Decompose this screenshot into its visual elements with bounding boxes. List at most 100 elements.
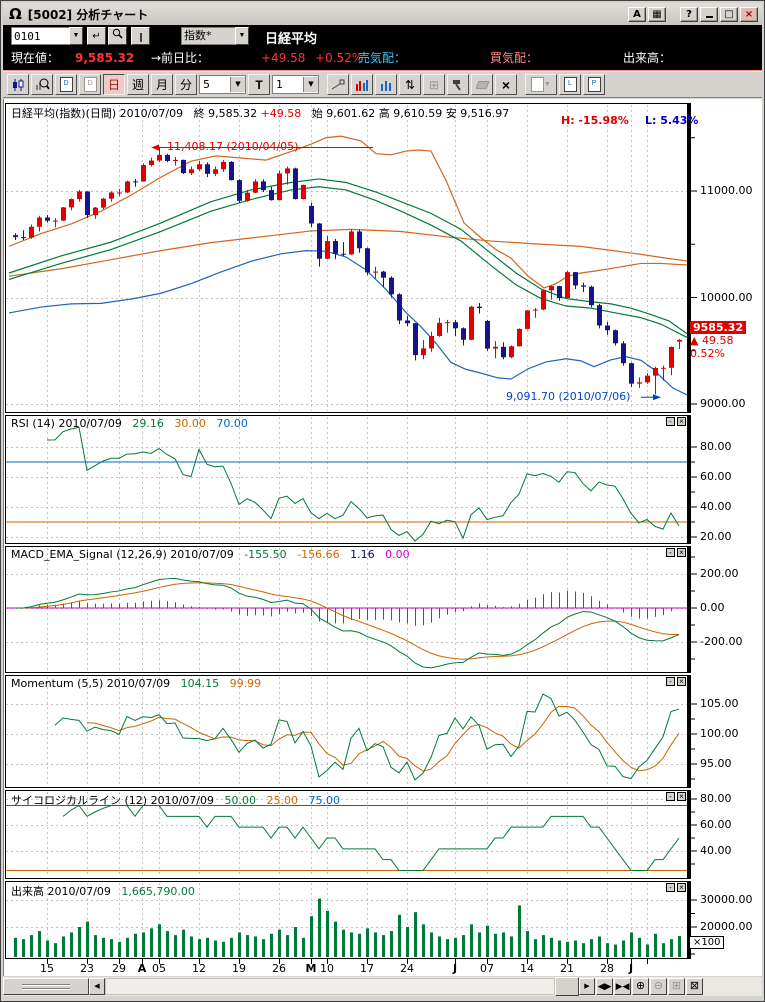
low-annotation: 9,091.70 (2010/07/06) [506,390,631,403]
delete-icon[interactable]: × [495,74,517,95]
x-tick-label: A [137,962,147,975]
current-price-value: 9,585.32 [75,51,135,65]
scrollbar-track[interactable] [105,978,555,995]
bars-icon[interactable] [375,74,397,95]
count-select[interactable]: 1 ▼ [272,75,319,94]
psychological-minimize-button[interactable]: - [666,792,675,801]
save-layout-icon[interactable]: ▼ [525,74,557,95]
code-dropdown-icon[interactable]: ▼ [69,27,83,45]
enter-button[interactable]: ↵ [87,27,106,45]
code-input[interactable] [11,27,73,45]
x-tick-label: 14 [520,962,534,975]
close-button[interactable]: × [740,6,758,22]
category-dropdown-icon[interactable]: ▼ [235,27,249,45]
grid-toggle-icon[interactable]: ⊞ [668,978,685,995]
x-tick-label: 29 [112,962,126,975]
zoom-out-icon[interactable]: ⊖ [650,978,667,995]
y-tick-label: -200.00 [700,635,743,648]
x-tick-label: 28 [600,962,614,975]
period-minute-button[interactable]: 分 [175,74,197,95]
chart-area[interactable] [3,99,762,976]
text-tool-button[interactable]: T [248,74,270,95]
search-icon[interactable] [108,27,127,45]
x-tick-label: 12 [192,962,206,975]
title-bar[interactable]: Ω [5002] 分析チャート A ▦ ? □ × [3,3,762,25]
rsi-close-button[interactable]: × [677,417,686,426]
momentum-minimize-button[interactable]: - [666,677,675,686]
macd-close-button[interactable]: × [677,548,686,557]
main-chart-title: 日経平均(指数)(日間) [11,107,117,120]
x-tick-label: J [628,962,634,975]
bars-select[interactable]: 5 ▼ [199,75,246,94]
window-title: [5002] 分析チャート [27,7,149,22]
volume-minimize-button[interactable]: - [666,883,675,892]
x-tick-label: 15 [40,962,54,975]
x-tick-label: 05 [152,962,166,975]
main-change-value: +49.58 [260,107,302,120]
x-tick-label: 21 [560,962,574,975]
macd-panel-header: MACD_EMA_Signal (12,26,9) 2010/07/09 -15… [11,548,410,561]
y-tick-label: 95.00 [700,757,732,770]
change-value: +49.58 [261,51,306,65]
bid-label: 買気配： [490,51,539,65]
volume-panel-header: 出来高 2010/07/09 1,665,790.00 [11,885,195,898]
period-month-button[interactable]: 月 [151,74,173,95]
y-tick-label: 10000.00 [700,290,753,304]
snap-latest-icon[interactable]: ▶◀ [614,978,631,995]
copy-icon[interactable]: ▦ [648,6,666,22]
zoom-in-icon[interactable]: ⊕ [632,978,649,995]
volume-label: 出来高： [623,51,672,65]
new-page-disabled-icon[interactable]: D [79,74,101,95]
volume-unit-label: ×100 [689,936,725,949]
category-select[interactable]: 指数* [181,27,239,45]
x-tick-label: M [305,962,317,975]
bars-dropdown-icon[interactable]: ▼ [230,77,245,92]
minimize-button[interactable] [700,6,718,22]
eraser-icon[interactable] [471,74,493,95]
period-day-button[interactable]: 日 [103,74,125,95]
help-button[interactable]: ? [680,6,698,22]
print-page-icon[interactable]: P [583,74,605,95]
period-week-button[interactable]: 週 [127,74,149,95]
chart-toolbar: D D 日 週 月 分 5 ▼ T 1 ▼ ⇅ ⊞ × ▼ L P [3,71,762,98]
edit-page-icon[interactable] [131,27,150,45]
updown-arrows-icon[interactable]: ⇅ [399,74,421,95]
momentum-close-button[interactable]: × [677,677,686,686]
trendline-icon[interactable] [327,74,349,95]
grid-icon[interactable]: ⊞ [423,74,445,95]
scrollbar-grip[interactable] [3,978,89,995]
ask-label: 売気配： [358,51,407,65]
symbol-name: 日経平均 [265,32,318,47]
psychological-panel-header: サイコロジカルライン (12) 2010/07/09 50.00 25.00 7… [11,794,340,807]
y-tick-label: 200.00 [700,567,739,580]
macd-minimize-button[interactable]: - [666,548,675,557]
maximize-button[interactable]: □ [720,6,738,22]
x-tick-label: 10 [320,962,334,975]
scroll-left-icon[interactable]: ◀ [89,978,105,995]
rsi-minimize-button[interactable]: - [666,417,675,426]
close-scroll-icon[interactable]: ⊠ [686,978,703,995]
scroll-right-icon[interactable]: ▶ [579,978,595,995]
pan-mode-icon[interactable]: ◀▶ [596,978,613,995]
y-tick-label: 60.00 [700,818,732,831]
load-page-icon[interactable]: L [559,74,581,95]
psychological-close-button[interactable]: × [677,792,686,801]
compare-bars-icon[interactable] [351,74,373,95]
change-pct-value: +0.52% [315,51,364,65]
volume-close-button[interactable]: × [677,883,686,892]
tool-settings-icon[interactable] [447,74,469,95]
candlestick-icon[interactable] [7,74,29,95]
y-tick-label: 20.00 [700,530,732,543]
scrollbar-thumb[interactable] [555,977,579,996]
zoom-chart-icon[interactable] [31,74,53,95]
x-tick-label: J [452,962,458,975]
y-tick-label: 30000.00 [700,893,753,906]
time-scrollbar: ◀ ▶ ◀▶ ▶◀ ⊕ ⊖ ⊞ ⊠ [3,977,762,996]
a-button[interactable]: A [628,6,646,22]
x-tick-label: 07 [480,962,494,975]
y-tick-label: 9000.00 [700,397,746,410]
count-dropdown-icon[interactable]: ▼ [303,77,318,92]
new-page-icon[interactable]: D [55,74,77,95]
y-tick-label: 60.00 [700,470,732,483]
